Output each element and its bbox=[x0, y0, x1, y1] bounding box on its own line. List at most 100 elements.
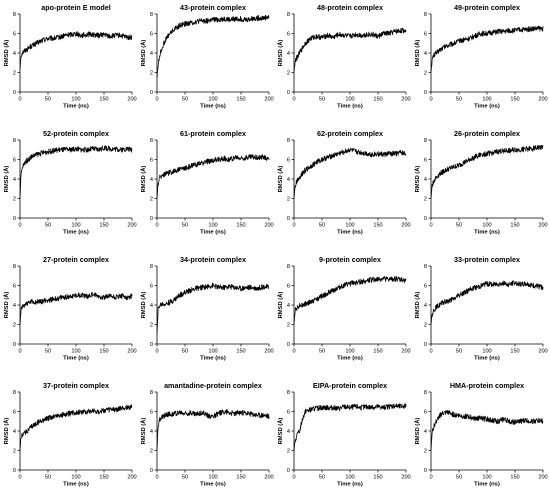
y-tick-label: 6 bbox=[13, 158, 16, 164]
chart-panel: 62-protein complex 0 2 4 6 8 0 50 100 150 200 Time … bbox=[277, 129, 411, 236]
x-tick-label: 50 bbox=[319, 475, 325, 481]
chart-title: EIPA-protein complex bbox=[313, 381, 387, 390]
y-tick-label: 6 bbox=[287, 284, 290, 290]
x-tick-label: 0 bbox=[292, 97, 295, 103]
y-tick-label: 8 bbox=[13, 264, 16, 270]
x-tick-label: 50 bbox=[456, 223, 462, 229]
y-tick-label: 0 bbox=[287, 90, 290, 96]
y-tick-label: 6 bbox=[424, 32, 427, 38]
x-tick-label: 0 bbox=[18, 349, 21, 355]
chart-panel: apo-protein E model 0 2 4 6 8 0 50 100 150 200 Time… bbox=[3, 3, 137, 110]
y-tick-label: 4 bbox=[150, 177, 153, 183]
x-tick-label: 150 bbox=[236, 475, 245, 481]
y-tick-label: 8 bbox=[424, 264, 427, 270]
y-tick-label: 4 bbox=[13, 303, 16, 309]
y-axis-label: RMSD (Å) bbox=[3, 292, 10, 319]
y-tick-label: 2 bbox=[13, 71, 16, 77]
chart-title: 62-protein complex bbox=[317, 129, 383, 138]
x-tick-label: 100 bbox=[208, 349, 217, 355]
x-tick-label: 150 bbox=[373, 223, 382, 229]
y-tick-label: 0 bbox=[150, 90, 153, 96]
y-tick-label: 2 bbox=[150, 449, 153, 455]
y-axis-label: RMSD (Å) bbox=[414, 418, 421, 445]
y-tick-label: 6 bbox=[150, 32, 153, 38]
x-tick-label: 150 bbox=[236, 223, 245, 229]
x-tick-label: 200 bbox=[401, 223, 410, 229]
rmsd-series-line bbox=[19, 31, 133, 70]
y-tick-label: 8 bbox=[13, 390, 16, 396]
x-tick-label: 50 bbox=[456, 475, 462, 481]
y-tick-label: 0 bbox=[424, 342, 427, 348]
y-tick-label: 0 bbox=[150, 468, 153, 474]
y-tick-label: 2 bbox=[424, 449, 427, 455]
y-tick-label: 2 bbox=[150, 71, 153, 77]
y-axis-label: RMSD (Å) bbox=[414, 166, 421, 193]
x-axis-label: Time (ns) bbox=[63, 356, 89, 362]
x-tick-label: 150 bbox=[373, 475, 382, 481]
y-tick-label: 6 bbox=[150, 158, 153, 164]
y-tick-label: 0 bbox=[424, 90, 427, 96]
y-tick-label: 0 bbox=[150, 216, 153, 222]
y-tick-label: 8 bbox=[150, 12, 153, 18]
y-axis-label: RMSD (Å) bbox=[3, 418, 10, 445]
x-tick-label: 0 bbox=[292, 223, 295, 229]
chart-title: 52-protein complex bbox=[43, 129, 109, 138]
y-axis-label: RMSD (Å) bbox=[140, 40, 147, 67]
y-tick-label: 4 bbox=[424, 303, 427, 309]
y-tick-label: 6 bbox=[287, 32, 290, 38]
chart-title: 48-protein complex bbox=[317, 3, 383, 12]
rmsd-series-line bbox=[293, 147, 407, 199]
chart-panel: 43-protein complex 0 2 4 6 8 0 50 100 150 200 Time … bbox=[140, 3, 274, 110]
y-axis-label: RMSD (Å) bbox=[140, 292, 147, 319]
chart-title: 61-protein complex bbox=[180, 129, 246, 138]
y-tick-label: 2 bbox=[13, 197, 16, 203]
y-tick-label: 4 bbox=[287, 429, 290, 435]
chart-title: 27-protein complex bbox=[43, 255, 109, 264]
chart-title: 49-protein complex bbox=[454, 3, 520, 12]
y-tick-label: 8 bbox=[150, 264, 153, 270]
y-tick-label: 2 bbox=[424, 71, 427, 77]
y-tick-label: 6 bbox=[13, 32, 16, 38]
y-tick-label: 2 bbox=[13, 323, 16, 329]
y-tick-label: 4 bbox=[150, 51, 153, 57]
x-tick-label: 100 bbox=[71, 349, 80, 355]
x-axis-label: Time (ns) bbox=[337, 230, 363, 236]
y-axis-label: RMSD (Å) bbox=[277, 418, 284, 445]
y-tick-label: 4 bbox=[150, 303, 153, 309]
x-tick-label: 100 bbox=[482, 349, 491, 355]
y-tick-label: 8 bbox=[424, 12, 427, 18]
y-axis-label: RMSD (Å) bbox=[277, 166, 284, 193]
y-tick-label: 4 bbox=[287, 51, 290, 57]
rmsd-series-line bbox=[19, 291, 133, 325]
x-tick-label: 100 bbox=[208, 97, 217, 103]
chart-title: HMA-protein complex bbox=[450, 381, 524, 390]
chart-panel: HMA-protein complex 0 2 4 6 8 0 50 100 150 200 Time… bbox=[414, 381, 548, 488]
y-tick-label: 8 bbox=[424, 390, 427, 396]
x-tick-label: 200 bbox=[538, 475, 547, 481]
x-tick-label: 100 bbox=[71, 97, 80, 103]
x-tick-label: 50 bbox=[45, 349, 51, 355]
x-tick-label: 100 bbox=[345, 349, 354, 355]
x-tick-label: 0 bbox=[292, 349, 295, 355]
y-tick-label: 2 bbox=[424, 323, 427, 329]
y-tick-label: 4 bbox=[150, 429, 153, 435]
chart-panel: 52-protein complex 0 2 4 6 8 0 50 100 150 200 Time … bbox=[3, 129, 137, 236]
x-tick-label: 150 bbox=[510, 475, 519, 481]
x-tick-label: 0 bbox=[155, 97, 158, 103]
chart-panel: 49-protein complex 0 2 4 6 8 0 50 100 150 200 Time … bbox=[414, 3, 548, 110]
x-tick-label: 0 bbox=[18, 97, 21, 103]
y-tick-label: 8 bbox=[424, 138, 427, 144]
y-axis-label: RMSD (Å) bbox=[277, 292, 284, 319]
rmsd-series-line bbox=[430, 409, 544, 451]
x-tick-label: 100 bbox=[208, 223, 217, 229]
x-tick-label: 0 bbox=[18, 475, 21, 481]
y-tick-label: 0 bbox=[287, 468, 290, 474]
chart-title: 34-protein complex bbox=[180, 255, 246, 264]
y-axis-label: RMSD (Å) bbox=[140, 166, 147, 193]
x-tick-label: 0 bbox=[429, 475, 432, 481]
x-axis-label: Time (ns) bbox=[200, 104, 226, 110]
y-tick-label: 8 bbox=[287, 12, 290, 18]
x-tick-label: 100 bbox=[482, 97, 491, 103]
x-tick-label: 150 bbox=[236, 349, 245, 355]
chart-panel: 48-protein complex 0 2 4 6 8 0 50 100 150 200 Time … bbox=[277, 3, 411, 110]
